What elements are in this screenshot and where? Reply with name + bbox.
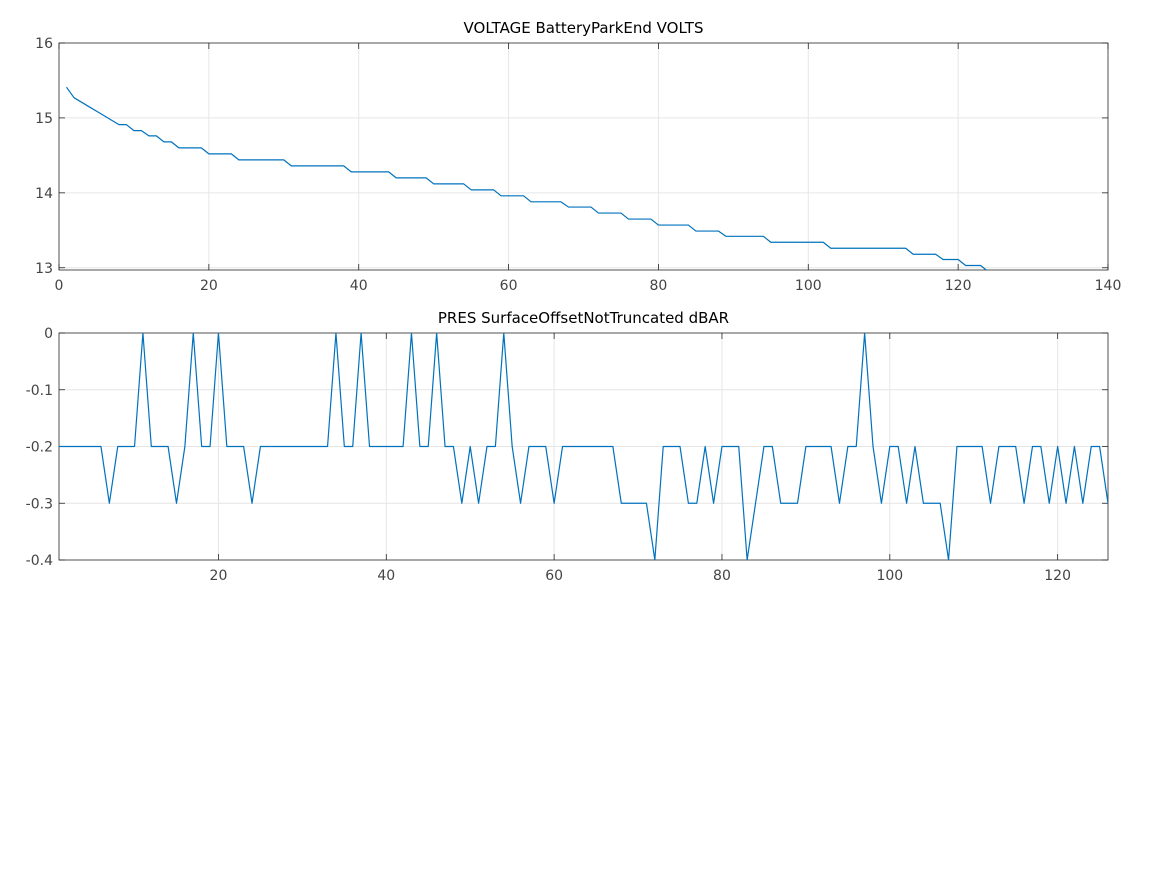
x-tick-label: 60 bbox=[545, 568, 563, 584]
y-tick-label: -0.1 bbox=[26, 383, 53, 399]
y-tick-label: 15 bbox=[35, 111, 53, 127]
voltage-ticks: 0 20 40 60 80 100 120 140 13 14 15 16 bbox=[35, 36, 1121, 294]
x-tick-label: 120 bbox=[945, 278, 972, 294]
voltage-plot-area bbox=[66, 86, 988, 270]
x-tick-label: 100 bbox=[876, 568, 903, 584]
y-tick-label: 16 bbox=[35, 36, 53, 52]
x-tick-label: 80 bbox=[650, 278, 668, 294]
x-tick-label: 60 bbox=[500, 278, 518, 294]
series-line bbox=[66, 86, 988, 270]
y-tick-label: -0.4 bbox=[26, 553, 53, 569]
x-tick-label: 120 bbox=[1044, 568, 1071, 584]
y-tick-label: 13 bbox=[35, 261, 53, 277]
x-tick-label: 40 bbox=[377, 568, 395, 584]
y-tick-label: 14 bbox=[35, 186, 53, 202]
y-tick-label: -0.2 bbox=[26, 440, 53, 456]
x-tick-label: 100 bbox=[795, 278, 822, 294]
chart-voltage: 0 20 40 60 80 100 120 140 13 14 15 16 VOLTAGE Batte… bbox=[35, 19, 1121, 294]
x-tick-label: 20 bbox=[210, 568, 228, 584]
voltage-chart-title: VOLTAGE BatteryParkEnd VOLTS bbox=[464, 19, 704, 37]
x-tick-label: 20 bbox=[200, 278, 218, 294]
y-tick-label: 0 bbox=[44, 326, 53, 342]
series-line bbox=[59, 333, 1108, 560]
y-tick-label: -0.3 bbox=[26, 496, 53, 512]
axes-frame bbox=[58, 42, 1109, 271]
x-tick-label: 140 bbox=[1095, 278, 1122, 294]
voltage-gridlines bbox=[59, 43, 1108, 270]
pressure-plot-area bbox=[59, 333, 1108, 560]
chart-pressure: 20 40 60 80 100 120 -0.4 -0.3 -0.2 -0.1 0 PRES Sur… bbox=[26, 309, 1109, 584]
x-tick-label: 80 bbox=[713, 568, 731, 584]
x-tick-label: 40 bbox=[350, 278, 368, 294]
x-tick-label: 0 bbox=[55, 278, 64, 294]
pressure-chart-title: PRES SurfaceOffsetNotTruncated dBAR bbox=[438, 309, 729, 327]
